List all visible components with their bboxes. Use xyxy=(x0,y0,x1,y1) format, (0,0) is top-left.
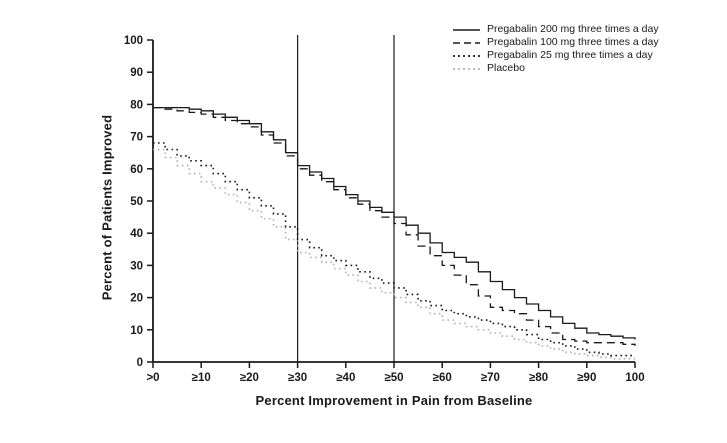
legend-label: Placebo xyxy=(487,62,525,74)
x-tick-label: ≥40 xyxy=(336,372,355,384)
y-tick-label: 0 xyxy=(137,357,143,369)
x-tick-label: ≥90 xyxy=(577,372,596,384)
legend-row: Pregabalin 100 mg three times a day xyxy=(452,36,659,49)
x-tick-label: ≥20 xyxy=(240,372,259,384)
legend-label: Pregabalin 25 mg three times a day xyxy=(487,49,653,61)
legend-row: Pregabalin 200 mg three times a day xyxy=(452,23,659,36)
x-tick-label: ≥50 xyxy=(384,372,403,384)
legend-label: Pregabalin 200 mg three times a day xyxy=(487,23,659,35)
y-tick-label: 20 xyxy=(130,293,143,305)
legend-key-solid-line-icon xyxy=(453,28,480,31)
x-tick-label: ≥10 xyxy=(192,372,211,384)
y-tick-label: 40 xyxy=(130,228,143,240)
legend-key-dashed-line-icon xyxy=(453,41,480,44)
x-axis-title: Percent Improvement in Pain from Baselin… xyxy=(255,393,533,408)
x-tick-label: >0 xyxy=(146,372,159,384)
y-tick-label: 100 xyxy=(124,35,143,47)
y-tick-label: 80 xyxy=(130,99,143,111)
legend-row: Placebo xyxy=(452,62,659,75)
legend-row: Pregabalin 25 mg three times a day xyxy=(452,49,659,62)
y-tick-label: 10 xyxy=(130,325,143,337)
y-axis-title: Percent of Patients Improved xyxy=(99,114,115,301)
series-pregabalin-25-mg-three-times-a-day xyxy=(153,142,635,357)
chart-legend: Pregabalin 200 mg three times a day Prega… xyxy=(452,23,659,75)
y-tick-label: 60 xyxy=(130,164,143,176)
x-tick-label: ≥80 xyxy=(529,372,548,384)
series-pregabalin-200-mg-three-times-a-day xyxy=(153,106,636,340)
y-tick-label: 50 xyxy=(130,196,143,208)
legend-key-dotted-line-icon xyxy=(453,67,480,70)
x-tick-label: ≥60 xyxy=(433,372,452,384)
x-tick-label: 100 xyxy=(625,372,644,384)
legend-key-dotted-line-icon xyxy=(453,54,480,57)
x-tick-label: ≥30 xyxy=(288,372,307,384)
y-tick-label: 70 xyxy=(130,132,143,144)
legend-label: Pregabalin 100 mg three times a day xyxy=(487,36,659,48)
x-tick-label: ≥70 xyxy=(481,372,500,384)
y-tick-label: 30 xyxy=(130,260,143,272)
y-tick-label: 90 xyxy=(130,67,143,79)
